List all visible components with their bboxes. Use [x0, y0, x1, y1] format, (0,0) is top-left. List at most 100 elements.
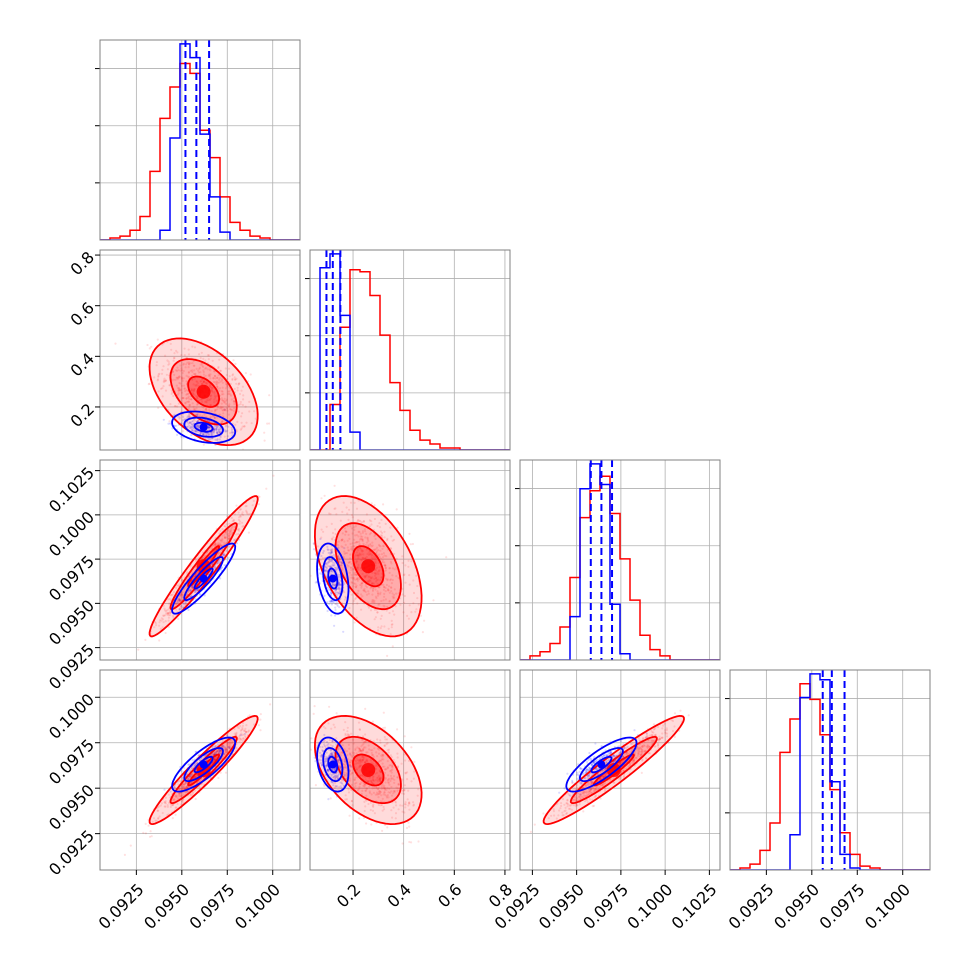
scatter-panel-1-2 — [309, 459, 511, 661]
sample-point — [377, 786, 380, 789]
sample-point — [194, 429, 197, 433]
sample-point — [252, 499, 255, 502]
sample-point — [312, 548, 316, 551]
sample-point — [178, 600, 181, 603]
sample-point — [232, 409, 236, 412]
sample-point — [184, 602, 187, 605]
sample-point — [379, 800, 382, 803]
sample-point — [195, 395, 198, 398]
sample-point — [239, 400, 242, 404]
sample-point — [194, 373, 197, 376]
sample-point — [217, 750, 220, 753]
sample-point — [177, 368, 180, 372]
sample-point — [239, 725, 242, 728]
histogram-panel-3 — [725, 669, 931, 871]
sample-point — [343, 766, 346, 769]
sample-point — [155, 364, 158, 367]
sample-point — [171, 803, 174, 807]
sample-point — [364, 557, 367, 560]
sample-point — [367, 553, 370, 557]
sample-point — [363, 746, 366, 749]
sample-point — [214, 542, 217, 545]
sample-point — [388, 591, 391, 594]
sample-point — [188, 421, 192, 424]
sample-point — [355, 560, 358, 563]
sample-point — [215, 383, 218, 386]
sample-point — [180, 391, 183, 394]
sample-point — [410, 841, 413, 844]
sample-point — [212, 432, 215, 435]
sample-point — [199, 371, 202, 374]
sample-point — [328, 560, 331, 563]
sample-point — [379, 770, 382, 774]
sample-point — [225, 398, 228, 401]
sample-point — [196, 773, 199, 776]
sample-point — [202, 432, 205, 435]
sample-point — [228, 392, 231, 395]
sample-point — [196, 588, 199, 591]
sample-point — [223, 428, 226, 431]
sample-point — [341, 538, 344, 541]
sample-point — [401, 778, 404, 781]
sample-point — [361, 582, 364, 585]
sample-point — [226, 384, 229, 387]
sample-point — [349, 759, 352, 762]
sample-point — [408, 825, 411, 828]
sample-point — [240, 728, 243, 732]
sample-point — [182, 363, 185, 366]
sample-point — [340, 566, 344, 569]
sample-point — [223, 536, 226, 539]
sample-point — [329, 570, 332, 573]
sample-point — [333, 584, 336, 587]
sample-point — [164, 614, 167, 617]
sample-point — [373, 504, 376, 507]
sample-point — [210, 404, 213, 407]
sample-point — [376, 747, 379, 750]
sample-point — [171, 817, 174, 820]
sample-point — [203, 400, 207, 403]
sample-point — [396, 526, 399, 529]
sample-point — [351, 513, 354, 517]
sample-point — [408, 802, 411, 805]
sample-point — [238, 508, 242, 511]
sample-point — [214, 549, 217, 552]
sample-point — [390, 776, 393, 780]
sample-point — [216, 425, 219, 428]
sample-point — [193, 764, 196, 767]
sample-point — [209, 384, 212, 387]
sample-point — [374, 537, 377, 541]
sample-point — [359, 566, 362, 570]
sample-point — [394, 605, 397, 608]
sample-point — [220, 540, 224, 543]
sample-point — [160, 802, 163, 805]
sample-point — [216, 438, 219, 441]
sample-point — [359, 554, 362, 557]
sample-point — [350, 576, 353, 579]
sample-point — [404, 759, 407, 762]
sample-point — [349, 765, 352, 768]
sample-point — [384, 564, 387, 568]
sample-point — [372, 557, 375, 560]
sample-point — [367, 802, 370, 806]
sample-point — [354, 597, 357, 601]
sample-point — [216, 425, 220, 428]
sample-point — [374, 561, 377, 564]
sample-point — [351, 516, 354, 519]
sample-point — [212, 752, 215, 755]
sample-point — [349, 542, 352, 546]
sample-point — [338, 558, 341, 561]
sample-point — [378, 544, 381, 548]
sample-point — [204, 359, 207, 362]
sample-point — [225, 734, 228, 738]
sample-point — [227, 413, 230, 416]
sample-point — [391, 574, 394, 577]
sample-point — [408, 532, 411, 535]
sample-point — [321, 551, 325, 555]
sample-point — [376, 611, 379, 614]
sample-point — [357, 518, 360, 522]
sample-point — [228, 367, 231, 370]
sample-point — [390, 626, 393, 629]
sample-point — [244, 405, 247, 408]
sample-point — [383, 744, 386, 747]
sample-point — [209, 377, 212, 380]
